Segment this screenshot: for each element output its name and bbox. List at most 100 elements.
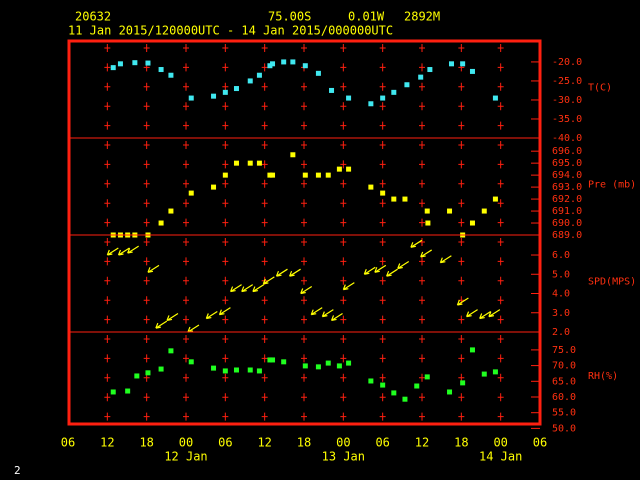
data-point [134, 373, 140, 379]
data-point [125, 388, 131, 394]
grid-cross [419, 44, 425, 421]
wind-arrow [342, 282, 355, 291]
wind-arrow [218, 307, 231, 316]
data-point [188, 95, 194, 101]
wind-arrow [321, 309, 334, 318]
data-point [315, 70, 321, 76]
data-point [233, 160, 239, 166]
data-point [315, 364, 321, 370]
wind-arrow [155, 320, 168, 329]
x-tick-label: 18 [297, 436, 311, 450]
data-point [158, 220, 164, 226]
y-axis-label: SPD(MPS) [588, 277, 636, 288]
data-point [270, 172, 276, 178]
wind-arrow [289, 268, 301, 277]
data-point [424, 374, 430, 380]
y-tick-label: -40.0 [552, 133, 582, 144]
data-point [368, 101, 374, 107]
wind-arrow [252, 284, 265, 293]
wind-arrow [439, 255, 452, 264]
page-number: 2 [14, 464, 21, 477]
data-point [368, 184, 374, 190]
x-tick-label: 12 [257, 436, 271, 450]
data-point [380, 382, 386, 388]
wind-arrow [300, 286, 313, 295]
grid-cross [261, 44, 268, 421]
wind-arrow [262, 276, 275, 285]
data-point [110, 65, 116, 71]
grid-cross [104, 44, 111, 421]
y-tick-label: -30.0 [552, 95, 582, 106]
y-tick-label: -20.0 [552, 57, 582, 68]
data-point [145, 370, 151, 376]
wind-arrow [205, 311, 218, 320]
x-tick-label: 06 [375, 436, 389, 450]
data-point [302, 363, 308, 369]
wind-arrow [106, 247, 119, 256]
y-tick-label: 691.0 [552, 206, 582, 217]
x-tick-label: 06 [61, 436, 75, 450]
grid-cross [340, 44, 347, 421]
y-tick-label: 689.0 [552, 230, 582, 241]
wind-arrow [488, 309, 501, 318]
y-tick-label: 2.0 [552, 327, 570, 338]
data-point [270, 357, 276, 363]
data-point [302, 63, 308, 69]
y-axis-label: T(C) [588, 83, 612, 94]
wind-arrow [330, 312, 343, 322]
data-point [222, 368, 228, 374]
data-point [325, 360, 331, 366]
wind-arrow [479, 311, 492, 320]
x-tick-label: 06 [533, 436, 547, 450]
data-point [211, 184, 217, 190]
data-point [158, 366, 164, 372]
data-point [329, 87, 335, 93]
y-axis-label: RH(%) [588, 371, 618, 382]
y-tick-label: 50.0 [552, 423, 576, 434]
station-id: 20632 [75, 10, 111, 24]
data-point [336, 363, 342, 369]
data-point [447, 389, 453, 395]
data-point [233, 86, 239, 92]
wind-arrow [363, 266, 376, 275]
data-point [427, 67, 433, 73]
date-label: 12 Jan [164, 450, 207, 464]
data-point [418, 74, 424, 80]
y-tick-label: 694.0 [552, 170, 582, 181]
grid-cross [458, 44, 465, 421]
data-point [145, 60, 151, 66]
data-point [460, 61, 466, 67]
wind-arrow [420, 249, 433, 258]
wind-arrow [230, 284, 242, 293]
data-point [211, 365, 217, 371]
data-point [247, 367, 253, 373]
data-point [325, 172, 331, 178]
data-point [449, 61, 454, 67]
data-point [211, 93, 217, 99]
data-point [447, 208, 453, 214]
data-point [281, 59, 287, 65]
y-tick-label: 4.0 [552, 289, 570, 300]
data-point [469, 347, 475, 353]
data-point [267, 172, 273, 178]
longitude: 0.01W [348, 10, 385, 24]
data-point [158, 67, 164, 73]
data-point [110, 389, 116, 395]
time-range: 11 Jan 2015/120000UTC - 14 Jan 2015/0000… [68, 24, 393, 38]
grid-cross [379, 44, 386, 421]
data-point [380, 95, 386, 101]
data-point [270, 61, 276, 67]
y-tick-label: -25.0 [552, 76, 582, 87]
y-tick-label: 6.0 [552, 250, 570, 261]
wind-arrow [310, 307, 323, 316]
data-point [492, 95, 498, 101]
data-point [368, 378, 374, 384]
x-tick-label: 00 [336, 436, 350, 450]
data-point [492, 196, 498, 202]
wind-arrow [386, 268, 398, 277]
data-point [132, 60, 138, 66]
data-point [481, 371, 487, 377]
data-point [469, 68, 475, 74]
data-point [391, 89, 397, 95]
data-point [281, 359, 287, 365]
